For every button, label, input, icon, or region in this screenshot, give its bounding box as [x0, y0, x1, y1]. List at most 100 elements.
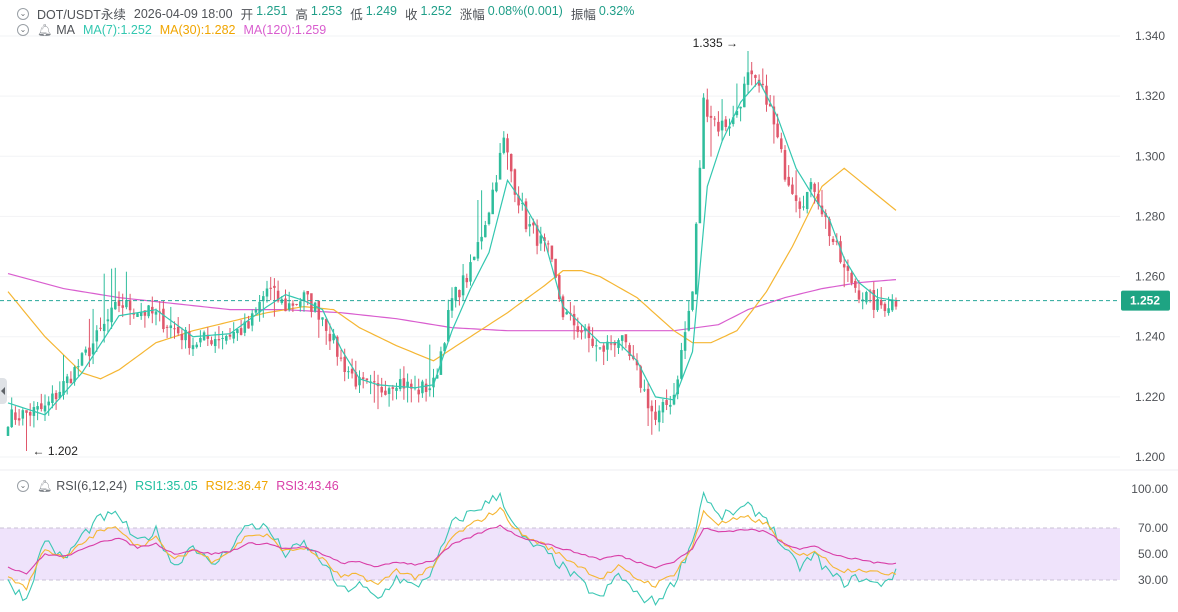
candle — [295, 303, 298, 306]
amplitude-value: 振幅 0.32% — [570, 4, 635, 22]
candle-body — [702, 97, 705, 169]
candle-body — [36, 406, 39, 410]
candle — [21, 408, 25, 426]
candle-body — [554, 258, 557, 278]
candle-body — [317, 300, 321, 320]
candle-body — [691, 291, 694, 310]
candle-body — [88, 347, 91, 357]
candle-body — [443, 343, 446, 352]
candle-body — [69, 378, 73, 384]
candle — [58, 381, 62, 400]
candle-body — [73, 367, 76, 382]
candle — [14, 406, 17, 425]
candle-body — [169, 325, 173, 329]
bell-icon[interactable]: 🔔︎ — [37, 23, 53, 37]
candle-body — [487, 212, 491, 225]
candle-body — [669, 404, 672, 407]
candle — [32, 401, 36, 428]
candle — [36, 401, 39, 421]
candle-body — [746, 72, 750, 85]
candle-body — [750, 70, 753, 75]
candle-body — [269, 287, 272, 289]
candle-body — [846, 265, 850, 271]
candle-body — [336, 336, 339, 357]
candle — [173, 321, 176, 339]
candle-body — [254, 309, 258, 313]
candle — [639, 364, 642, 393]
last-price-marker: 1.252 — [0, 290, 1170, 311]
candle-body — [776, 123, 779, 138]
chevron-down-icon[interactable]: ⌄ — [17, 7, 29, 20]
candle — [761, 68, 765, 90]
candle-body — [698, 167, 702, 224]
candle — [491, 182, 494, 215]
candle-body — [102, 323, 106, 332]
candle — [391, 384, 395, 401]
candle-body — [402, 378, 406, 389]
ma-legend: ⌄ 🔔︎ MA MA(7):1.252 MA(30):1.282 MA(120)… — [17, 23, 326, 37]
rsi-legend: ⌄ 🔔︎ RSI(6,12,24) RSI1:35.05 RSI2:36.47 … — [17, 479, 339, 493]
candle — [10, 397, 13, 428]
candle — [472, 256, 476, 261]
chevron-down-icon[interactable]: ⌄ — [17, 24, 29, 36]
candle — [284, 289, 287, 312]
candle — [672, 383, 676, 406]
candle — [476, 200, 480, 262]
chevron-down-icon[interactable]: ⌄ — [17, 480, 29, 492]
candle — [358, 370, 361, 394]
ma30-legend: MA(30):1.282 — [159, 23, 236, 37]
candle — [854, 278, 857, 293]
candle — [239, 319, 243, 336]
candle-body — [188, 331, 191, 349]
candle-body — [428, 388, 432, 391]
price-tick-label: 1.240 — [1135, 330, 1165, 344]
candle-body — [865, 292, 868, 303]
candle — [395, 382, 398, 400]
rsi-line-rsi3 — [7, 524, 897, 575]
candle-body — [713, 118, 716, 120]
candle-body — [791, 184, 794, 194]
candle-body — [761, 83, 765, 85]
bell-icon[interactable]: 🔔︎ — [37, 479, 53, 493]
candle-body — [184, 329, 187, 341]
candle-body — [162, 308, 165, 330]
candle-body — [680, 350, 683, 379]
close-value: 收 1.252 — [404, 4, 452, 22]
candle-body — [139, 312, 143, 317]
candle-body — [768, 103, 772, 107]
candle — [606, 335, 609, 362]
candle — [739, 106, 742, 122]
candle — [687, 301, 691, 332]
candle-body — [365, 378, 369, 381]
candle-body — [491, 189, 494, 215]
candle — [195, 342, 198, 349]
collapse-handle[interactable] — [0, 378, 7, 404]
candle — [528, 216, 531, 237]
candle-body — [395, 387, 398, 391]
high-value: 高 1.253 — [295, 4, 343, 22]
candle — [398, 368, 402, 392]
candle-body — [654, 411, 657, 420]
candle — [735, 83, 739, 118]
candle — [550, 245, 554, 263]
candle-body — [25, 410, 28, 413]
price-axis: 1.340 1.320 1.300 1.280 1.260 1.240 1.220 1.200 — [1135, 29, 1165, 464]
candle — [376, 374, 380, 410]
candle — [591, 327, 594, 348]
candle — [117, 291, 121, 313]
candle-body — [128, 300, 132, 311]
candle — [802, 195, 805, 211]
candle — [702, 93, 705, 169]
candle-body — [276, 290, 280, 302]
candle-body — [310, 293, 313, 312]
candle — [846, 259, 850, 283]
candle-body — [65, 376, 69, 384]
candle — [99, 317, 102, 332]
candle — [380, 377, 383, 398]
candle — [447, 299, 450, 342]
candle — [794, 170, 798, 213]
candle-body — [243, 321, 247, 333]
candle-body — [136, 313, 139, 317]
candle-body — [17, 418, 21, 421]
